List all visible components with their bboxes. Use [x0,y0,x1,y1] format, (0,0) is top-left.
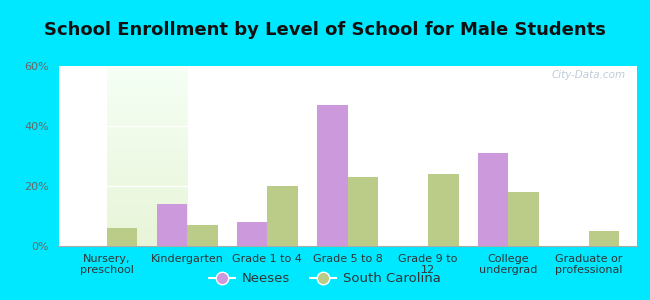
Bar [348,177,378,246]
Bar [317,105,348,246]
Bar [107,228,137,246]
Bar [508,192,539,246]
Bar [157,204,187,246]
Bar [187,225,218,246]
Bar [478,153,508,246]
Legend: Neeses, South Carolina: Neeses, South Carolina [204,267,446,290]
Bar [589,231,619,246]
Bar [428,174,459,246]
Bar [237,222,267,246]
Text: City-Data.com: City-Data.com [551,70,625,80]
Bar [267,186,298,246]
Text: School Enrollment by Level of School for Male Students: School Enrollment by Level of School for… [44,21,606,39]
